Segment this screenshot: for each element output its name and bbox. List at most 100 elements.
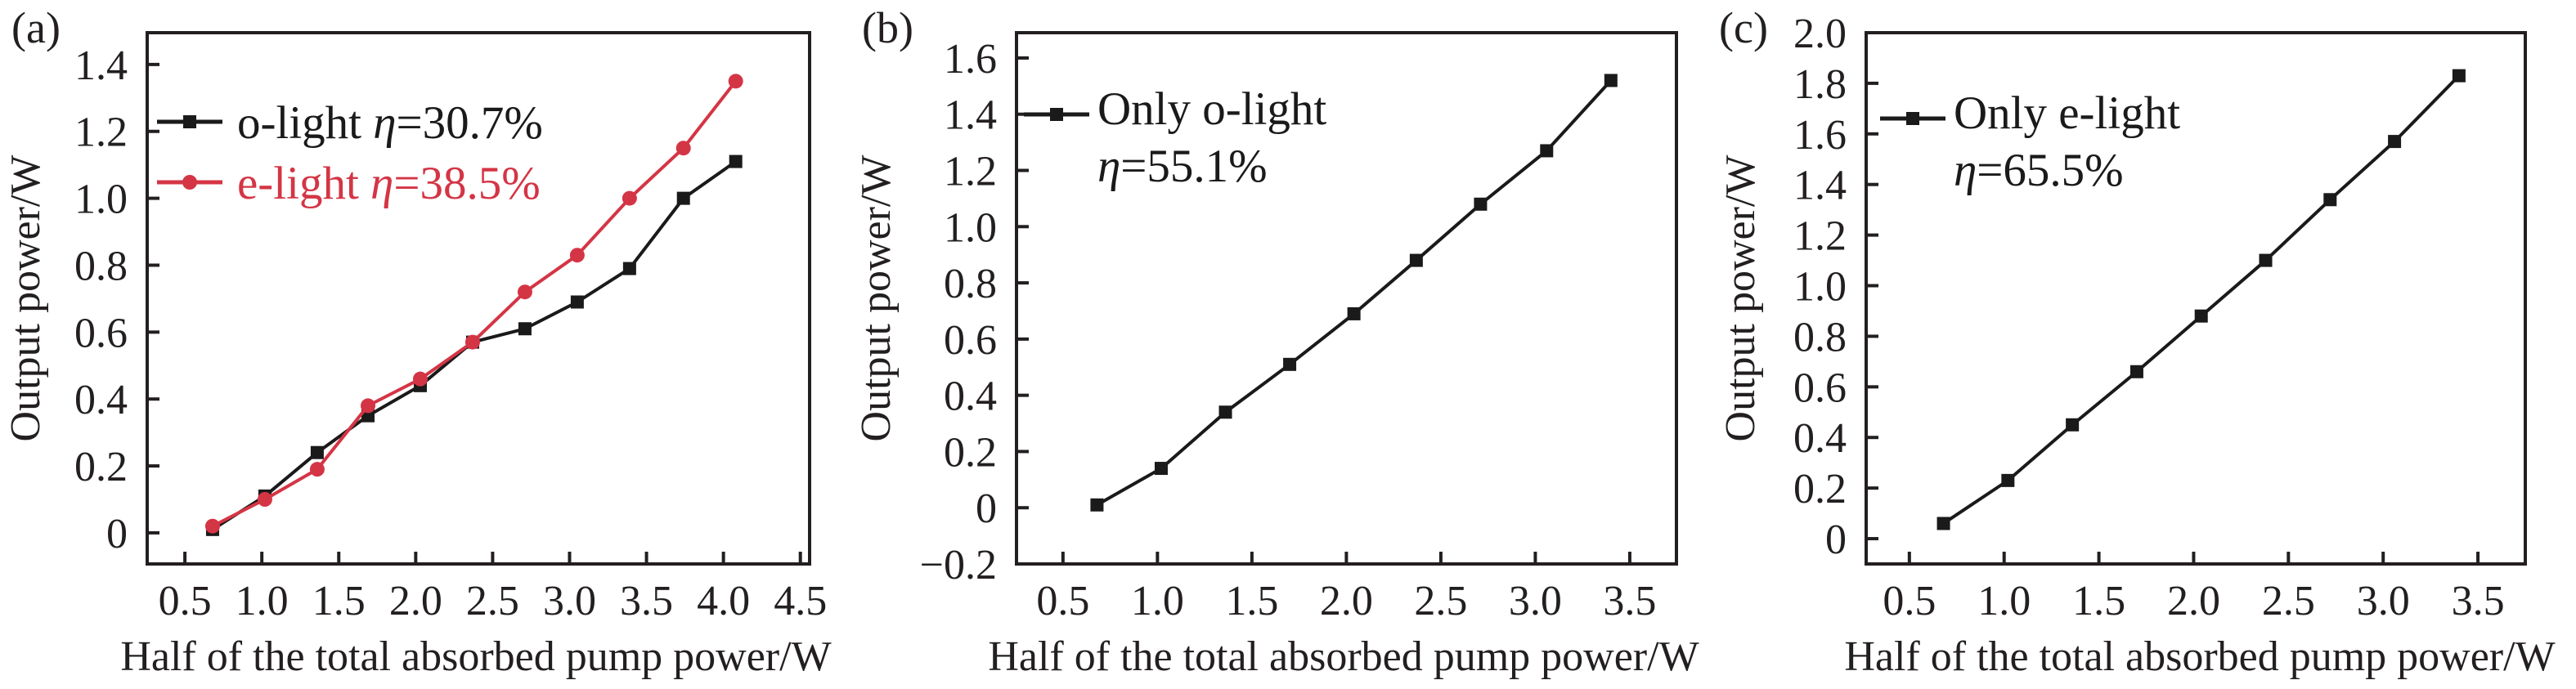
panel-b-x-tick-label: 1.5 [1225, 578, 1278, 624]
data-point [2388, 135, 2402, 149]
panel-b-series-only-o-light [1090, 74, 1618, 512]
panel-b-label: (b) [862, 3, 913, 52]
panel-c-x-tick-label: 3.0 [2357, 578, 2410, 624]
panel-a-y-tick-label: 0.6 [74, 310, 128, 356]
panel-c-y-tick-label: 1.0 [1793, 264, 1847, 311]
panel-a-x-tick-label: 1.0 [236, 578, 289, 624]
data-point [1283, 357, 1297, 371]
panel-a-series-e-light [204, 74, 743, 534]
data-point [570, 295, 584, 309]
panel-a-x-tick-label: 4.0 [697, 578, 750, 624]
data-point [310, 445, 324, 459]
panel-c-y-tick-label: 0.6 [1793, 365, 1847, 411]
legend-label: Only o-light [1097, 83, 1326, 135]
panel-a-x-tick-label: 1.5 [312, 578, 366, 624]
legend-marker [182, 175, 197, 190]
data-point [1409, 253, 1423, 267]
data-point [309, 462, 325, 477]
panel-c: (c) Output power/W Half of the total abs… [1717, 3, 2556, 680]
panel-b: (b) Output power/W Half of the total abs… [853, 3, 1699, 680]
data-point [257, 492, 272, 508]
data-point [1090, 498, 1104, 512]
data-point [1154, 462, 1168, 476]
panel-a-y-tick-label: 0.8 [74, 243, 128, 289]
panel-b-x-tick-label: 3.5 [1603, 578, 1656, 624]
panel-c-y-axis-title: Output power/W [1717, 155, 1764, 442]
data-point [2323, 193, 2337, 207]
data-point [517, 284, 532, 300]
panel-c-plot-frame [1865, 31, 2527, 566]
panel-a-y-tick-label: 0 [106, 511, 128, 557]
panel-a-x-tick-label: 3.5 [620, 578, 673, 624]
data-point [2194, 309, 2208, 323]
panel-c-label: (c) [1719, 3, 1768, 52]
panel-c-y-tick-label: 2.0 [1793, 11, 1847, 57]
panel-c-x-axis-title: Half of the total absorbed pump power/W [1844, 633, 2555, 680]
data-point [1218, 405, 1232, 419]
data-point [1936, 517, 1950, 530]
panel-b-y-tick-label: −0.2 [920, 542, 997, 588]
panel-c-x-tick-label: 3.5 [2452, 578, 2505, 624]
legend-label: Only e-light [1954, 87, 2180, 139]
panel-a-y-axis-title: Output power/W [2, 155, 49, 442]
data-point [1474, 197, 1488, 211]
data-point [622, 262, 636, 275]
data-point [518, 322, 532, 336]
data-point [361, 409, 375, 423]
data-point [2001, 473, 2015, 487]
legend-efficiency: η=65.5% [1954, 145, 2124, 196]
panel-c-x-tick-label: 1.5 [2072, 578, 2125, 624]
panel-b-y-tick-label: 1.0 [944, 204, 997, 251]
panel-b-legend-entry: Only o-light η=55.1% [1024, 83, 1326, 192]
data-point [2259, 253, 2273, 267]
panel-c-x-tick-label: 1.0 [1977, 578, 2031, 624]
panel-a-legend-entry: o-light η=30.7% [157, 97, 543, 149]
panel-b-x-axis-title: Half of the total absorbed pump power/W [988, 633, 1699, 680]
panel-b-y-axis-title: Output power/W [853, 155, 900, 442]
data-point [728, 74, 743, 89]
panel-a-x-tick-label: 4.5 [774, 578, 827, 624]
data-point [729, 154, 743, 168]
panel-a-x-tick-label: 2.5 [466, 578, 519, 624]
panel-c-y-tick-label: 1.4 [1793, 163, 1847, 209]
panel-c-y-tick-label: 1.8 [1793, 61, 1847, 108]
panel-a-x-axis-title: Half of the total absorbed pump power/W [120, 633, 831, 680]
data-point [412, 371, 428, 387]
panel-b-y-tick-label: 1.6 [944, 36, 997, 83]
panel-c-series-only-e-light [1936, 69, 2466, 530]
panel-b-y-tick-label: 0.6 [944, 317, 997, 364]
data-point [676, 191, 690, 205]
data-point [622, 190, 637, 206]
panel-a-y-tick-label: 1.4 [74, 43, 128, 89]
panel-c-y-tick-label: 0.8 [1793, 314, 1847, 360]
panel-a-label: (a) [11, 3, 61, 52]
legend-marker [1906, 112, 1919, 125]
data-point [569, 248, 585, 263]
panel-b-y-tick-label: 1.4 [944, 92, 997, 139]
panel-c-y-tick-label: 1.2 [1793, 213, 1847, 260]
panel-c-x-tick-label: 2.5 [2262, 578, 2315, 624]
panel-a-y-tick-label: 0.2 [74, 444, 128, 490]
panel-c-y-tick-label: 0.2 [1793, 466, 1847, 512]
panel-b-x-tick-label: 0.5 [1036, 578, 1089, 624]
series-line [1942, 74, 2461, 526]
panel-c-y-tick-label: 1.6 [1793, 112, 1847, 159]
panel-a-y-tick-label: 0.4 [74, 377, 128, 423]
panel-b-y-tick-label: 0 [976, 485, 997, 532]
panel-b-y-tick-label: 0.4 [944, 374, 997, 420]
panel-b-x-tick-label: 1.0 [1131, 578, 1184, 624]
panel-a-x-tick-label: 2.0 [389, 578, 442, 624]
legend-marker [1050, 108, 1063, 121]
panel-a-y-tick-label: 1.2 [74, 110, 128, 156]
panel-b-y-tick-label: 0.8 [944, 261, 997, 307]
panel-a-legend-entry: e-light η=38.5% [157, 158, 541, 209]
panel-c-y-tick-label: 0 [1825, 517, 1847, 563]
legend-efficiency: η=55.1% [1097, 141, 1268, 192]
data-point [1604, 74, 1618, 87]
panel-a-plot-frame [146, 31, 811, 566]
panel-a-x-tick-label: 0.5 [159, 578, 212, 624]
panel-c-x-tick-label: 0.5 [1883, 578, 1936, 624]
panel-a: (a) Output power/W Half of the total abs… [2, 3, 832, 680]
panel-b-y-tick-label: 1.2 [944, 149, 997, 195]
